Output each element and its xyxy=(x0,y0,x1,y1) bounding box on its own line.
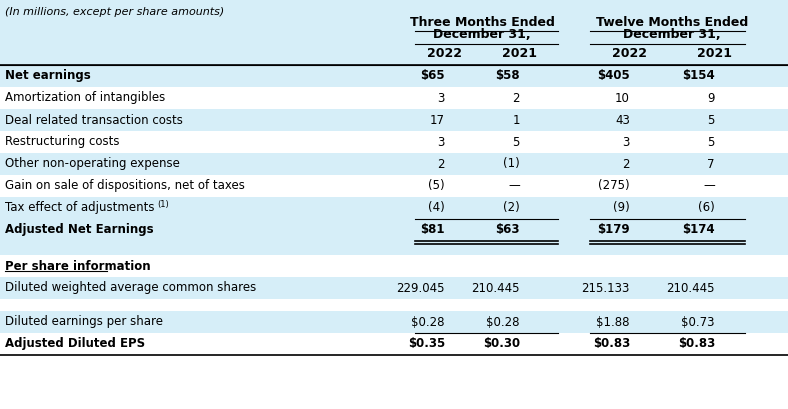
Text: $65: $65 xyxy=(420,70,445,83)
Text: 210.445: 210.445 xyxy=(667,281,715,294)
Text: 2021: 2021 xyxy=(697,47,733,60)
Text: (275): (275) xyxy=(598,180,630,193)
Text: $179: $179 xyxy=(597,223,630,236)
Text: $1.88: $1.88 xyxy=(597,315,630,328)
Text: $58: $58 xyxy=(496,70,520,83)
Text: 3: 3 xyxy=(437,135,445,148)
Bar xyxy=(0,197,788,219)
Text: 3: 3 xyxy=(623,135,630,148)
Bar xyxy=(0,175,788,197)
Text: 5: 5 xyxy=(708,114,715,126)
Bar xyxy=(0,87,788,109)
Text: Per share information: Per share information xyxy=(5,259,151,272)
Bar xyxy=(0,333,788,355)
Text: 215.133: 215.133 xyxy=(582,281,630,294)
Bar xyxy=(0,109,788,131)
Text: $0.83: $0.83 xyxy=(678,337,715,351)
Text: (5): (5) xyxy=(429,180,445,193)
Bar xyxy=(0,311,788,333)
Text: Deal related transaction costs: Deal related transaction costs xyxy=(5,114,183,126)
Bar xyxy=(0,299,788,311)
Text: 229.045: 229.045 xyxy=(396,281,445,294)
Text: Restructuring costs: Restructuring costs xyxy=(5,135,120,148)
Text: 10: 10 xyxy=(615,92,630,105)
Text: $81: $81 xyxy=(421,223,445,236)
Text: Tax effect of adjustments: Tax effect of adjustments xyxy=(5,202,154,214)
Text: Gain on sale of dispositions, net of taxes: Gain on sale of dispositions, net of tax… xyxy=(5,180,245,193)
Text: (1): (1) xyxy=(504,157,520,171)
Text: (1): (1) xyxy=(157,200,169,209)
Text: —: — xyxy=(508,180,520,193)
Text: 2: 2 xyxy=(623,157,630,171)
Text: Amortization of intangibles: Amortization of intangibles xyxy=(5,92,165,105)
Text: $0.83: $0.83 xyxy=(593,337,630,351)
Text: $154: $154 xyxy=(682,70,715,83)
Text: 3: 3 xyxy=(437,92,445,105)
Bar xyxy=(0,277,788,299)
Text: 2022: 2022 xyxy=(612,47,648,60)
Text: 210.445: 210.445 xyxy=(471,281,520,294)
Text: $0.30: $0.30 xyxy=(483,337,520,351)
Bar xyxy=(0,131,788,153)
Text: $0.35: $0.35 xyxy=(407,337,445,351)
Bar xyxy=(0,219,788,241)
Text: Other non-operating expense: Other non-operating expense xyxy=(5,157,180,171)
Text: 7: 7 xyxy=(708,157,715,171)
Text: December 31,: December 31, xyxy=(623,28,721,41)
Bar xyxy=(0,0,788,89)
Text: $0.73: $0.73 xyxy=(682,315,715,328)
Text: 5: 5 xyxy=(513,135,520,148)
Bar xyxy=(0,241,788,255)
Text: December 31,: December 31, xyxy=(433,28,531,41)
Text: 2022: 2022 xyxy=(428,47,463,60)
Text: (4): (4) xyxy=(428,202,445,214)
Text: 1: 1 xyxy=(512,114,520,126)
Text: Adjusted Net Earnings: Adjusted Net Earnings xyxy=(5,223,154,236)
Text: (9): (9) xyxy=(613,202,630,214)
Text: (6): (6) xyxy=(698,202,715,214)
Text: 17: 17 xyxy=(430,114,445,126)
Text: 2: 2 xyxy=(437,157,445,171)
Text: Adjusted Diluted EPS: Adjusted Diluted EPS xyxy=(5,337,145,351)
Bar xyxy=(0,255,788,277)
Text: (In millions, except per share amounts): (In millions, except per share amounts) xyxy=(5,7,225,17)
Text: Diluted weighted average common shares: Diluted weighted average common shares xyxy=(5,281,256,294)
Text: 9: 9 xyxy=(708,92,715,105)
Text: Twelve Months Ended: Twelve Months Ended xyxy=(596,16,748,29)
Text: 43: 43 xyxy=(615,114,630,126)
Text: Three Months Ended: Three Months Ended xyxy=(410,16,555,29)
Text: $0.28: $0.28 xyxy=(486,315,520,328)
Text: $174: $174 xyxy=(682,223,715,236)
Text: (2): (2) xyxy=(504,202,520,214)
Text: —: — xyxy=(703,180,715,193)
Bar xyxy=(0,153,788,175)
Text: $405: $405 xyxy=(597,70,630,83)
Text: 2: 2 xyxy=(512,92,520,105)
Text: $0.28: $0.28 xyxy=(411,315,445,328)
Bar xyxy=(0,65,788,87)
Text: Diluted earnings per share: Diluted earnings per share xyxy=(5,315,163,328)
Text: $63: $63 xyxy=(496,223,520,236)
Text: Net earnings: Net earnings xyxy=(5,70,91,83)
Text: 2021: 2021 xyxy=(503,47,537,60)
Text: 5: 5 xyxy=(708,135,715,148)
